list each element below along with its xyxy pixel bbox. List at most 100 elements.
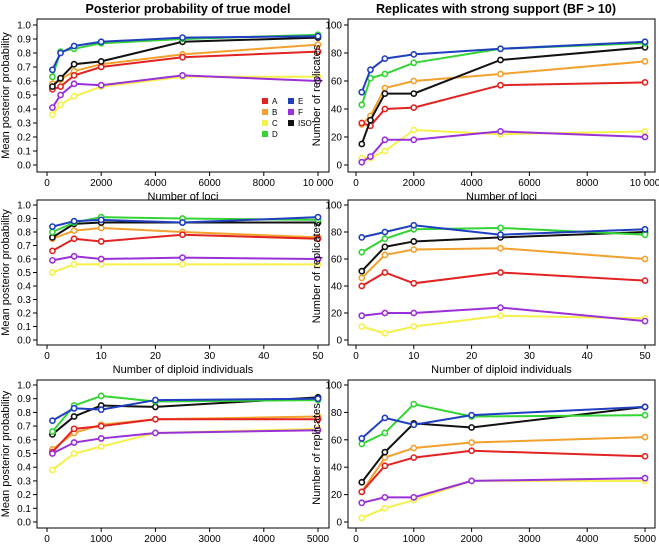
data-point-e [358,88,366,96]
data-point-a [97,238,105,245]
x-tick-label: 10 000 [303,178,334,189]
y-tick-label: 0.8 [17,228,31,239]
data-point-a [641,277,649,284]
data-point-b [641,58,649,65]
data-point-a [410,104,418,111]
data-point-e [381,228,389,236]
data-point-f [97,435,105,442]
x-tick-label: 2000 [403,178,426,189]
legend-swatch-c [262,120,268,126]
data-point-a [381,269,389,276]
data-point-f [358,499,366,507]
y-tick-label: 80 [331,49,343,60]
series-a [358,79,649,130]
y-tick-label: 0.4 [17,282,31,293]
y-tick-label: 0.0 [17,518,31,529]
data-point-e [151,396,159,404]
data-point-c [70,450,78,457]
data-point-e [367,66,374,74]
series-e [49,32,322,74]
data-point-b [410,246,418,253]
series-e [358,38,649,96]
series-c [49,260,322,276]
data-point-f [49,104,56,111]
y-tick-label: 0.6 [17,77,31,88]
data-point-b [314,41,322,48]
data-point-a [314,415,322,423]
y-tick-label: 20 [331,490,343,501]
data-point-d [497,224,504,232]
data-point-a [151,415,159,423]
x-tick-label: 3000 [518,534,541,545]
y-tick-label: 60 [331,255,343,266]
legend-label-d: D [272,130,278,139]
series-line-c [361,314,646,335]
x-tick-label: 4000 [144,178,167,189]
data-point-e [314,32,322,40]
data-point-f [367,153,374,160]
x-tick-label: 5000 [634,534,657,545]
data-point-e [358,233,366,241]
series-a [358,269,649,290]
data-point-a [358,282,366,290]
data-point-f [314,77,322,85]
data-point-c [49,111,56,118]
data-point-f [497,304,504,311]
x-tick-label: 6000 [518,178,541,189]
y-tick-label: 0.1 [17,322,31,333]
data-point-f [49,256,56,264]
y-tick-label: 0.6 [17,255,31,266]
series-line-f [51,429,319,455]
panel-1: 0.0 0.1 0.2 0.3 0.4 0.5 0.6 0.7 0.8 0.9 1.0 0 2000 40… [0,18,334,203]
series-line-iso [51,396,319,436]
data-point-a [97,63,105,71]
data-point-c [97,443,105,451]
y-tick-label: 0.7 [17,63,31,74]
data-point-f [97,255,105,263]
data-point-d [641,411,649,419]
data-point-d [641,231,649,239]
data-point-e [70,217,78,225]
y-axis-label: Number of replicates [311,403,323,505]
data-point-e [314,395,322,403]
y-tick-label: 0.0 [17,161,31,172]
y-tick-label: 1.0 [17,21,31,32]
legend-label-iso: ISO [298,119,312,128]
data-point-e [179,34,186,41]
data-point-e [641,403,649,411]
y-tick-label: 0.5 [17,91,31,102]
data-point-f [314,426,322,434]
data-point-a [358,119,366,127]
x-tick-label: 0 [353,534,359,545]
data-point-e [641,38,649,46]
data-point-d [381,429,389,437]
series-f [358,127,649,166]
data-point-f [358,158,366,166]
data-point-a [497,269,504,276]
y-tick-label: 1.0 [17,381,31,392]
x-tick-label: 3000 [198,534,221,545]
x-tick-label: 2000 [460,534,483,545]
x-tick-label: 20 [150,351,162,362]
y-tick-label: 40 [331,105,343,116]
data-point-c [381,504,389,512]
y-tick-label: 0.1 [17,147,31,158]
y-tick-label: 0.0 [17,336,31,347]
data-point-f [497,127,504,135]
data-point-b [468,439,475,446]
y-tick-label: 0.3 [17,476,31,487]
data-point-iso [358,140,366,148]
data-point-iso [49,83,56,90]
series-line-c [51,75,318,116]
series-f [358,304,649,325]
data-point-a [641,452,649,460]
data-point-iso [151,403,159,411]
series-line-iso [360,46,646,145]
data-point-c [381,147,389,155]
data-point-b [641,433,649,441]
y-tick-label: 0.6 [17,435,31,446]
data-point-a [314,48,322,55]
data-point-c [641,127,649,135]
y-tick-label: 0.9 [17,214,31,225]
y-axis-label: Mean posterior probability [0,32,12,159]
